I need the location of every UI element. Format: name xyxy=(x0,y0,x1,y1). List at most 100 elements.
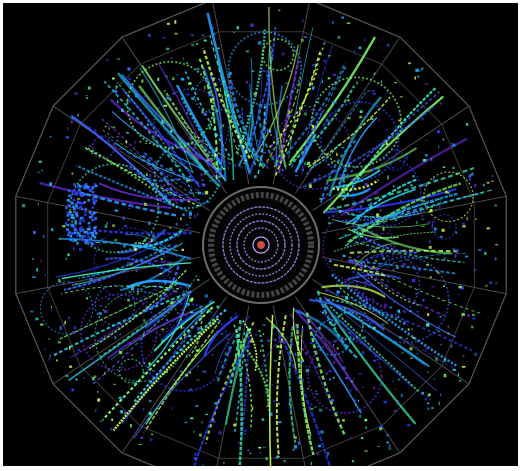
hit-point xyxy=(325,297,327,300)
hit-point xyxy=(188,371,192,374)
hit-point xyxy=(104,371,106,375)
hit-point xyxy=(315,366,319,369)
hit-point xyxy=(331,101,334,104)
hit-point xyxy=(372,298,374,300)
looping-track xyxy=(271,109,353,190)
hit-point xyxy=(112,126,116,129)
hit-point xyxy=(77,114,79,117)
hit-point xyxy=(152,235,155,238)
hit-point xyxy=(163,195,168,199)
hit-point xyxy=(116,268,119,270)
hit-point xyxy=(243,162,246,164)
hit-point xyxy=(128,100,131,103)
hit-point xyxy=(201,421,203,424)
segment-spoke xyxy=(312,278,470,385)
hit-point xyxy=(180,309,184,311)
hit-cluster-point xyxy=(93,229,96,233)
hit-point xyxy=(342,254,346,258)
hit-point xyxy=(276,156,279,160)
hit-point xyxy=(397,400,399,403)
particle-track xyxy=(224,327,250,425)
hit-point xyxy=(470,173,474,176)
hit-cluster-point xyxy=(80,226,84,229)
particle-track xyxy=(300,325,312,436)
hit-cluster-point xyxy=(85,185,89,188)
hit-point xyxy=(345,377,348,379)
hit-point xyxy=(129,203,133,207)
hit-point xyxy=(197,191,201,195)
hit-point xyxy=(165,47,170,51)
hit-point xyxy=(194,453,198,456)
hit-point xyxy=(358,237,360,241)
hit-point xyxy=(247,329,251,332)
hit-point xyxy=(121,108,124,112)
hit-point xyxy=(164,339,166,342)
hit-point xyxy=(270,82,273,85)
hit-cluster-point xyxy=(85,239,89,243)
hit-point xyxy=(281,155,284,157)
hit-point xyxy=(71,172,74,175)
hit-point xyxy=(337,36,341,39)
looping-track xyxy=(314,319,352,356)
hit-point xyxy=(262,446,266,449)
hit-point xyxy=(51,228,54,232)
hit-point xyxy=(131,287,135,291)
inner-tracker-ring xyxy=(229,213,293,277)
hit-point xyxy=(151,433,154,435)
hit-cluster-point xyxy=(79,229,82,232)
hit-point xyxy=(182,57,185,60)
hit-point xyxy=(199,433,202,437)
hit-point xyxy=(253,126,256,130)
particle-track xyxy=(179,95,224,169)
hit-point xyxy=(378,119,380,122)
hit-point xyxy=(332,21,334,24)
hit-point xyxy=(438,205,441,209)
hit-point xyxy=(92,240,96,242)
hit-point xyxy=(92,377,95,381)
hit-point xyxy=(344,234,347,238)
hit-cluster-point xyxy=(84,242,88,245)
hit-point xyxy=(340,258,343,260)
hit-point xyxy=(230,82,233,85)
hit-point xyxy=(120,410,123,414)
hit-cluster-point xyxy=(72,188,76,191)
hit-point xyxy=(394,82,397,84)
hit-point xyxy=(292,448,295,451)
particle-track xyxy=(140,274,198,336)
hit-point xyxy=(427,371,429,374)
particle-track xyxy=(292,307,305,362)
hit-point xyxy=(193,132,196,135)
hit-point xyxy=(354,219,358,223)
hit-cluster-point xyxy=(82,219,85,223)
hit-point xyxy=(83,377,85,379)
hit-point xyxy=(212,420,216,423)
hit-point xyxy=(204,294,208,298)
hit-point xyxy=(308,440,310,443)
hit-point xyxy=(106,183,107,186)
hit-point xyxy=(71,117,74,120)
hit-point xyxy=(166,96,170,100)
hit-point xyxy=(255,334,258,336)
hit-cluster-point xyxy=(88,211,92,214)
hit-point xyxy=(459,379,462,383)
hit-point xyxy=(230,316,232,320)
hit-point xyxy=(472,172,474,174)
hit-point xyxy=(185,373,189,377)
looping-track xyxy=(69,163,160,254)
hit-point xyxy=(416,353,419,355)
hit-point xyxy=(270,57,274,61)
hit-cluster-point xyxy=(87,185,91,189)
hit-point xyxy=(192,34,194,36)
hit-point xyxy=(202,370,207,373)
hit-cluster-point xyxy=(91,206,95,209)
hit-point xyxy=(305,368,309,373)
hit-point xyxy=(267,339,270,342)
hit-point xyxy=(114,89,118,94)
hit-point xyxy=(471,313,475,317)
hit-point xyxy=(206,201,210,203)
hit-point xyxy=(181,248,184,251)
hit-point xyxy=(276,345,280,348)
particle-track xyxy=(133,308,227,403)
hit-point xyxy=(224,352,227,356)
particle-track xyxy=(305,312,346,436)
